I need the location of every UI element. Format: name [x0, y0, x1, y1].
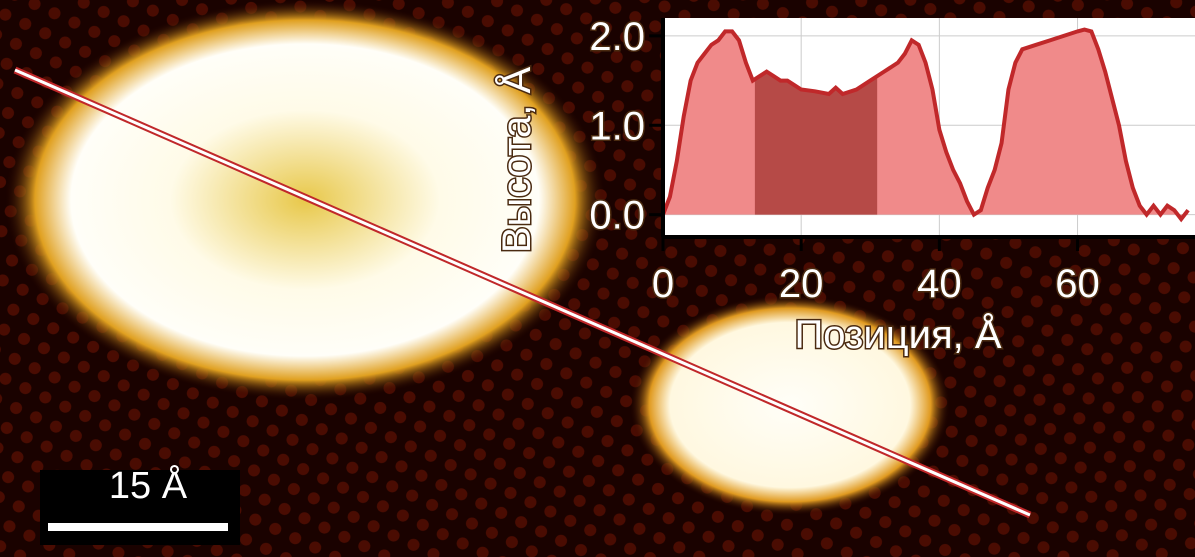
page: 15 Å 0.0 1.0 2.0 0 20 40 60 Позиция, Å Высота, Å…	[0, 0, 1195, 557]
x-tick-label: 20	[779, 262, 824, 306]
x-tick-label: 0	[652, 262, 674, 306]
figure: 15 Å 0.0 1.0 2.0 0 20 40 60 Позиция, Å Высота, Å	[0, 0, 1195, 557]
y-tick-label: 1.0	[589, 104, 645, 148]
x-tick-label: 60	[1055, 262, 1100, 306]
y-tick-label: 2.0	[589, 15, 645, 59]
y-tick-label: 0.0	[589, 194, 645, 238]
y-axis-label: Высота, Å	[494, 67, 539, 254]
scale-bar-label: 15 Å	[109, 463, 188, 507]
x-tick-label: 40	[917, 262, 962, 306]
x-axis-label: Позиция, Å	[794, 312, 1001, 357]
